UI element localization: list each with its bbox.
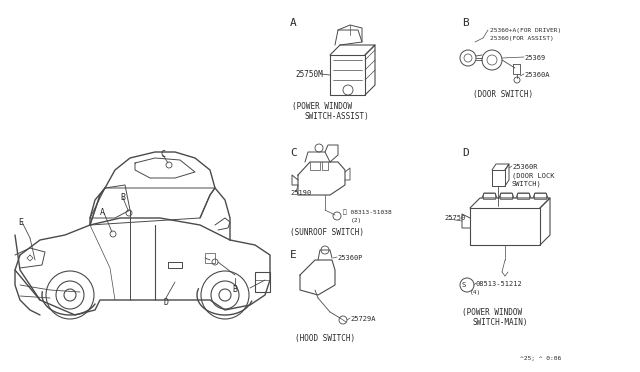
Text: (4): (4): [470, 290, 481, 295]
Text: (HOOD SWITCH): (HOOD SWITCH): [295, 334, 355, 343]
Text: 25369: 25369: [524, 55, 545, 61]
Text: (DOOR LOCK: (DOOR LOCK: [512, 172, 554, 179]
Text: 25360(FOR ASSIST): 25360(FOR ASSIST): [490, 36, 554, 41]
Text: SWITCH-MAIN): SWITCH-MAIN): [473, 318, 529, 327]
Text: (2): (2): [351, 218, 362, 223]
Text: B: B: [232, 285, 237, 294]
Text: ^25; ^ 0:06: ^25; ^ 0:06: [520, 356, 561, 361]
Text: A: A: [290, 18, 297, 28]
Text: 08513-51212: 08513-51212: [476, 281, 523, 287]
Text: 25360R: 25360R: [512, 164, 538, 170]
Text: (DOOR SWITCH): (DOOR SWITCH): [473, 90, 533, 99]
Bar: [483, 193, 495, 199]
Text: B: B: [462, 18, 468, 28]
Text: D: D: [462, 148, 468, 158]
Bar: [255, 272, 270, 292]
Text: SWITCH): SWITCH): [512, 180, 541, 186]
Text: 25360+A(FOR DRIVER): 25360+A(FOR DRIVER): [490, 28, 561, 33]
Text: 25190: 25190: [290, 190, 311, 196]
Text: (SUNROOF SWITCH): (SUNROOF SWITCH): [290, 228, 364, 237]
Text: B: B: [120, 193, 125, 202]
Text: Ⓢ 08313-51038: Ⓢ 08313-51038: [343, 209, 392, 215]
Text: SWITCH-ASSIST): SWITCH-ASSIST): [305, 112, 370, 121]
Text: E: E: [18, 218, 23, 227]
Text: D: D: [163, 298, 168, 307]
Text: C: C: [290, 148, 297, 158]
Bar: [205, 253, 215, 263]
Text: E: E: [290, 250, 297, 260]
Text: 25729A: 25729A: [350, 316, 376, 322]
Text: S: S: [462, 282, 467, 288]
Text: 25360P: 25360P: [337, 255, 362, 261]
Bar: [500, 193, 512, 199]
Text: 25750: 25750: [444, 215, 465, 221]
Text: C: C: [160, 150, 165, 159]
Text: (POWER WINDOW: (POWER WINDOW: [462, 308, 522, 317]
Bar: [534, 193, 546, 199]
Text: 25360A: 25360A: [524, 72, 550, 78]
Text: A: A: [100, 208, 105, 217]
Bar: [517, 193, 529, 199]
Text: (POWER WINDOW: (POWER WINDOW: [292, 102, 352, 111]
Text: 25750M: 25750M: [295, 70, 323, 79]
